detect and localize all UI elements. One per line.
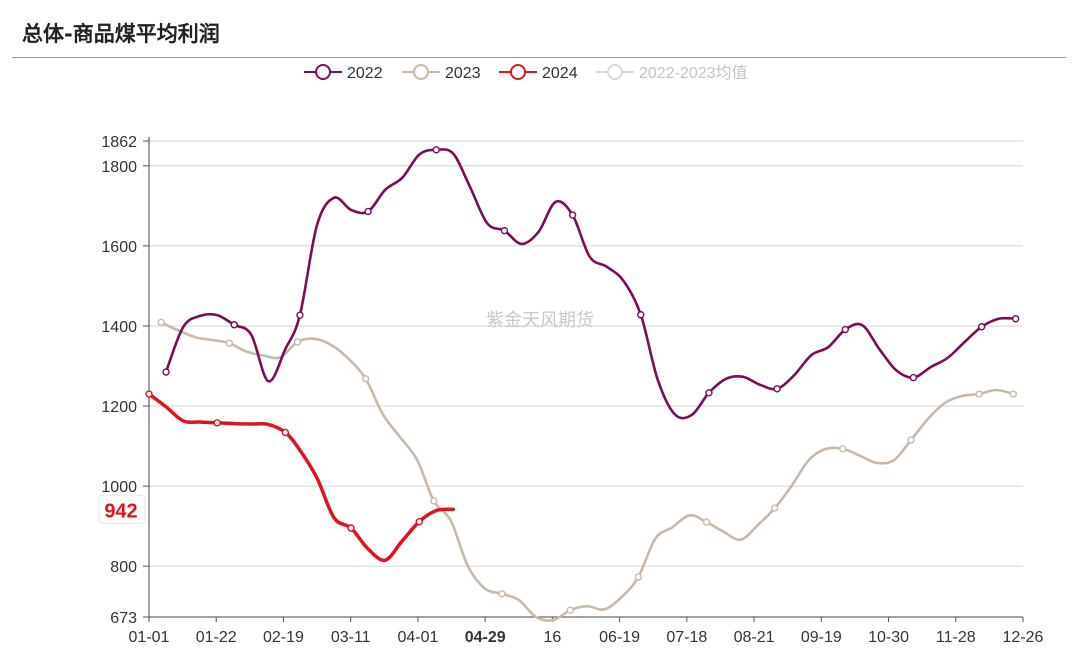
x-tick-label: 12-26 [1003,629,1044,646]
end-label-box [98,494,146,524]
chart-title: 总体-商品煤平均利润 [22,22,220,46]
x-tick-label: 16 [543,629,561,646]
legend-item-2022-2023均值[interactable]: 2022-2023均值 [596,64,748,82]
title-divider [12,57,1066,58]
series-2022 [162,146,1020,420]
x-tick-label: 01-01 [129,629,170,646]
legend-item-2024[interactable]: 2024 [499,64,578,82]
end-value-label: 942 [98,494,146,524]
data-point [281,428,290,437]
legend[interactable]: 2022 2023 2024 2022-2023均值 [304,64,748,82]
y-tick-label: 673 [110,610,137,627]
series-line-2024 [147,392,456,563]
data-point [432,146,440,154]
data-point [839,445,847,453]
data-point [568,211,577,219]
data-point [293,338,302,346]
legend-marker-icon [413,64,429,80]
x-tick-label: 04-01 [397,629,438,646]
data-point [430,497,438,505]
y-tick-label: 1000 [101,479,137,496]
y-tick-label: 1600 [101,239,137,256]
x-tick-label: 02-19 [263,629,304,646]
y-tick-label: 1862 [101,134,137,151]
data-point [230,321,238,329]
data-point [702,518,711,526]
x-tick-label: 09-19 [801,629,842,646]
legend-marker-icon [607,64,623,80]
x-tick-label-highlight: 04-29 [465,629,506,646]
legend-item-2022[interactable]: 2022 [304,64,383,82]
grid-lines [149,140,1023,567]
data-point [634,573,643,581]
data-point [637,311,645,319]
end-label-text: 942 [104,500,137,522]
legend-item-2023[interactable]: 2023 [402,64,481,82]
data-point [705,389,713,397]
data-point [1011,315,1020,323]
x-tick-label: 07-18 [666,629,707,646]
data-point [364,207,372,216]
y-tick-label: 1200 [101,399,137,416]
data-point [296,311,304,319]
data-point [909,373,918,382]
legend-label: 2023 [445,65,481,82]
x-tick-label: 10-30 [868,629,909,646]
data-point [145,390,153,398]
axes: 673 800 1000 1200 1400 1600 1800 1862 01-01 01-22… [101,134,1043,646]
legend-label: 2022-2023均值 [639,64,748,82]
data-point [347,524,355,532]
data-point [361,375,370,383]
data-point [770,504,779,512]
series-2023 [157,318,1017,622]
data-point [841,325,849,334]
y-tick-label: 1400 [101,319,137,336]
y-tick-label: 800 [110,559,137,576]
legend-marker-icon [315,64,331,80]
x-tick-label: 03-11 [331,629,371,646]
data-point [498,590,506,598]
y-tick-label: 1800 [101,159,137,176]
data-point [773,385,781,393]
data-point [415,518,423,526]
data-point [157,318,165,327]
data-point [907,436,915,444]
data-point [977,323,986,331]
series-lines: 942 [98,146,1020,622]
data-point [162,368,170,376]
data-point [225,339,234,347]
legend-label: 2022 [347,65,383,82]
x-tick-label: 06-19 [599,629,640,646]
series-line-2023 [159,321,1015,622]
x-tick-label: 08-21 [734,629,775,646]
series-2024 [145,390,456,563]
watermark: 紫金天风期货 [486,310,594,330]
legend-label: 2024 [542,65,578,82]
data-point [500,226,509,235]
series-line-2022 [164,148,1017,420]
x-tick-label: 01-22 [196,629,237,646]
x-tick-label: 11-28 [936,629,976,646]
data-point [1009,390,1017,398]
data-point [213,419,221,427]
data-point [975,390,983,398]
data-point [566,606,574,614]
legend-marker-icon [510,64,526,80]
